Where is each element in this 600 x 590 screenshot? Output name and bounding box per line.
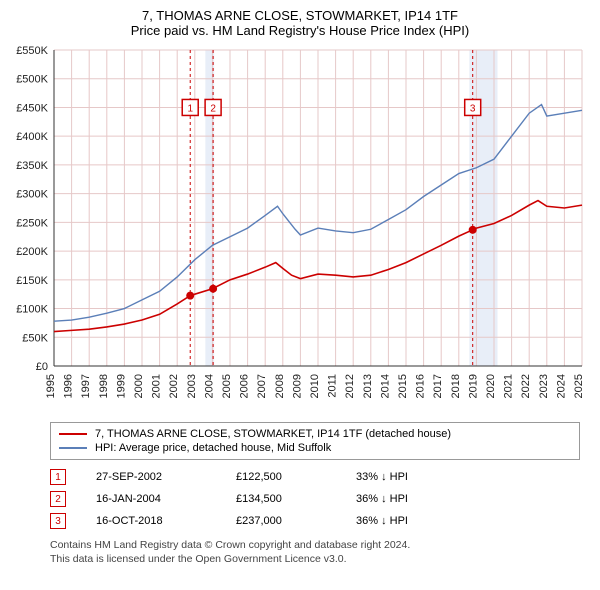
svg-text:2025: 2025 <box>573 374 585 398</box>
footnote-line-1: Contains HM Land Registry data © Crown c… <box>50 538 580 552</box>
svg-text:2002: 2002 <box>168 374 180 398</box>
svg-text:1997: 1997 <box>80 374 92 398</box>
svg-text:2015: 2015 <box>397 374 409 398</box>
footnote-line-2: This data is licensed under the Open Gov… <box>50 552 580 566</box>
svg-text:2022: 2022 <box>520 374 532 398</box>
svg-text:£100K: £100K <box>16 304 48 316</box>
svg-text:2016: 2016 <box>415 374 427 398</box>
svg-text:2000: 2000 <box>133 374 145 398</box>
svg-text:2021: 2021 <box>503 374 515 398</box>
svg-text:£250K: £250K <box>16 217 48 229</box>
svg-text:2005: 2005 <box>221 374 233 398</box>
svg-text:£450K: £450K <box>16 102 48 114</box>
svg-text:2018: 2018 <box>450 374 462 398</box>
title-sub: Price paid vs. HM Land Registry's House … <box>10 23 590 38</box>
svg-text:2003: 2003 <box>186 374 198 398</box>
marker-pct: 36% ↓ HPI <box>356 493 456 505</box>
svg-text:2: 2 <box>210 103 216 114</box>
svg-text:2019: 2019 <box>467 374 479 398</box>
svg-text:£150K: £150K <box>16 275 48 287</box>
svg-text:£500K: £500K <box>16 74 48 86</box>
marker-id-box: 1 <box>50 469 66 485</box>
marker-date: 16-OCT-2018 <box>96 515 206 527</box>
svg-text:1998: 1998 <box>98 374 110 398</box>
marker-date: 16-JAN-2004 <box>96 493 206 505</box>
chart-area: £0 £50K £100K £150K £200K £250K £300K £350K £400… <box>10 44 590 414</box>
chart-titles: 7, THOMAS ARNE CLOSE, STOWMARKET, IP14 1… <box>10 8 590 38</box>
title-main: 7, THOMAS ARNE CLOSE, STOWMARKET, IP14 1… <box>10 8 590 23</box>
legend-swatch <box>59 433 87 435</box>
svg-text:2023: 2023 <box>538 374 550 398</box>
markers-table: 1 27-SEP-2002 £122,500 33% ↓ HPI 2 16-JAN-200… <box>50 466 580 532</box>
marker-price: £134,500 <box>236 493 326 505</box>
svg-text:2012: 2012 <box>344 374 356 398</box>
legend: 7, THOMAS ARNE CLOSE, STOWMARKET, IP14 1… <box>50 422 580 460</box>
marker-date: 27-SEP-2002 <box>96 471 206 483</box>
svg-text:2006: 2006 <box>239 374 251 398</box>
footnote: Contains HM Land Registry data © Crown c… <box>50 538 580 566</box>
svg-text:2024: 2024 <box>555 374 567 398</box>
legend-row: HPI: Average price, detached house, Mid … <box>59 441 571 455</box>
svg-text:2011: 2011 <box>327 374 339 398</box>
svg-text:1995: 1995 <box>45 374 57 398</box>
legend-label: 7, THOMAS ARNE CLOSE, STOWMARKET, IP14 1… <box>95 428 451 440</box>
line-chart: £0 £50K £100K £150K £200K £250K £300K £350K £400… <box>10 44 590 414</box>
svg-text:2001: 2001 <box>151 374 163 398</box>
svg-text:2009: 2009 <box>291 374 303 398</box>
marker-row: 3 16-OCT-2018 £237,000 36% ↓ HPI <box>50 510 580 532</box>
svg-text:2008: 2008 <box>274 374 286 398</box>
svg-text:1999: 1999 <box>115 374 127 398</box>
marker-price: £237,000 <box>236 515 326 527</box>
svg-text:£50K: £50K <box>22 332 48 344</box>
svg-text:2013: 2013 <box>362 374 374 398</box>
legend-row: 7, THOMAS ARNE CLOSE, STOWMARKET, IP14 1… <box>59 427 571 441</box>
legend-swatch <box>59 447 87 449</box>
marker-id-box: 2 <box>50 491 66 507</box>
svg-text:£300K: £300K <box>16 189 48 201</box>
svg-text:2014: 2014 <box>379 374 391 398</box>
svg-text:1: 1 <box>187 103 193 114</box>
svg-text:2004: 2004 <box>203 374 215 398</box>
svg-text:2020: 2020 <box>485 374 497 398</box>
svg-text:£0: £0 <box>36 361 48 373</box>
marker-pct: 33% ↓ HPI <box>356 471 456 483</box>
svg-text:2017: 2017 <box>432 374 444 398</box>
marker-id-box: 3 <box>50 513 66 529</box>
svg-text:2007: 2007 <box>256 374 268 398</box>
svg-text:2010: 2010 <box>309 374 321 398</box>
legend-label: HPI: Average price, detached house, Mid … <box>95 442 331 454</box>
svg-text:3: 3 <box>470 103 476 114</box>
svg-text:£550K: £550K <box>16 45 48 57</box>
marker-row: 2 16-JAN-2004 £134,500 36% ↓ HPI <box>50 488 580 510</box>
svg-text:1996: 1996 <box>63 374 75 398</box>
svg-text:£200K: £200K <box>16 246 48 258</box>
marker-pct: 36% ↓ HPI <box>356 515 456 527</box>
marker-row: 1 27-SEP-2002 £122,500 33% ↓ HPI <box>50 466 580 488</box>
svg-text:£400K: £400K <box>16 131 48 143</box>
marker-price: £122,500 <box>236 471 326 483</box>
svg-text:£350K: £350K <box>16 160 48 172</box>
